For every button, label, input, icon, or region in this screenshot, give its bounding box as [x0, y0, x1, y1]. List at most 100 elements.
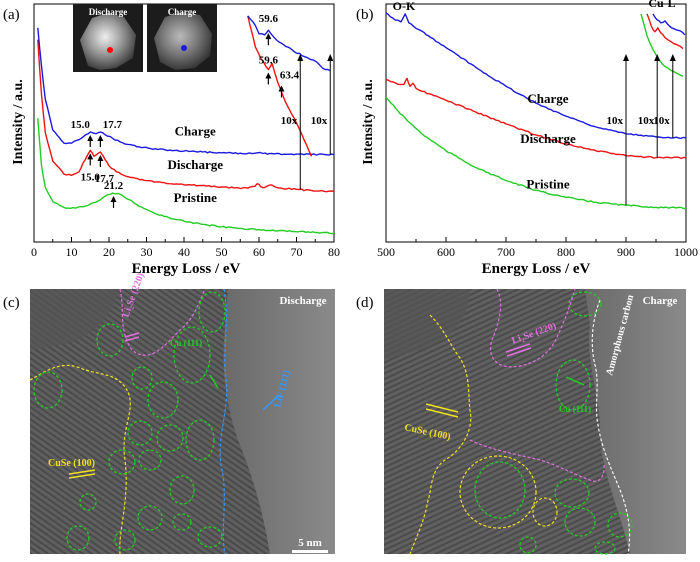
scale-bar-label-c: 5 nm	[298, 537, 322, 549]
magnify-label-a: 10x	[311, 115, 328, 127]
series-line-a-charge	[37, 27, 335, 156]
panel-a: (a) 0 10 20 30 40 50 60 70 80 Charge Discharge Pri…	[3, 3, 340, 277]
cu-particles-c	[33, 291, 226, 551]
magnify-label-b: 10x	[653, 115, 670, 127]
peak-label-a: 63.4	[280, 70, 300, 82]
panel-title-d: Charge	[643, 295, 678, 307]
curve-label-a: Pristine	[174, 190, 218, 205]
label-cuse-c: CuSe (100)	[48, 458, 95, 469]
hrtem-image-c	[30, 289, 335, 554]
peak-arrowhead-a	[97, 135, 104, 142]
curve-label-b: Pristine	[526, 176, 570, 191]
panel-label-b: (b)	[356, 7, 374, 23]
peak-arrowhead-a	[265, 72, 272, 79]
label-cu-c: Cu (111)	[170, 338, 202, 348]
li2se-boundary-d	[490, 288, 576, 368]
inset-title-discharge: Discharge	[89, 7, 128, 17]
peak-arrowhead-a	[265, 33, 272, 40]
probe-spot-discharge	[107, 47, 113, 53]
x-tick-label-a: 30	[141, 245, 153, 259]
scale-bar-c	[292, 550, 328, 553]
y-axis-label-b: Intensity / a.u.	[361, 79, 376, 165]
probe-spot-charge	[181, 45, 187, 51]
curve-label-b: Charge	[527, 91, 568, 106]
x-tick-label-b: 500	[377, 245, 395, 259]
x-ticks-b: 500 600 700 800 900 1000	[377, 237, 698, 259]
x-ticks-a: 0 10 20 30 40 50 60 70 80	[31, 237, 340, 259]
peak-arrowhead-a	[87, 153, 94, 160]
panel-label-a: (a)	[3, 7, 20, 23]
peak-label-a: 17.7	[103, 119, 123, 131]
x-tick-label-a: 10	[66, 245, 78, 259]
magnify-label-b: 10x	[638, 115, 655, 127]
x-axis-label-a: Energy Loss / eV	[132, 261, 241, 277]
hrtem-image-d	[384, 289, 686, 554]
panel-title-c: Discharge	[279, 295, 326, 307]
li2se-boundary-c	[119, 288, 206, 356]
panel-c: (c)	[3, 271, 335, 555]
magnify-arrowhead-a	[297, 54, 304, 61]
x-tick-label-b: 800	[557, 245, 575, 259]
x-axis-label-b: Energy Loss / eV	[482, 261, 591, 277]
magnify-label-b: 10x	[607, 115, 624, 127]
cuse-particles-d	[459, 455, 558, 529]
peak-arrowhead-a	[97, 155, 104, 162]
magnify-arrowhead-b	[623, 54, 629, 61]
x-tick-label-a: 80	[328, 245, 340, 259]
magnify-arrowhead-b	[669, 54, 676, 61]
lattice-markers-d	[425, 343, 585, 418]
peak-label-a: 21.2	[104, 180, 124, 192]
peak-label-a: 59.6	[259, 54, 279, 66]
curve-label-b: Discharge	[520, 131, 576, 146]
series-line-b-discharge	[385, 77, 687, 160]
series-line-b-pristine	[385, 96, 687, 210]
panel-label-c: (c)	[3, 295, 20, 311]
stem-inset-discharge: Discharge	[73, 4, 143, 72]
series-line-a-pristine	[37, 118, 335, 235]
cuse-boundary-d	[409, 314, 472, 555]
x-tick-label-a: 70	[291, 245, 303, 259]
series-group-b: Charge Discharge Pristine	[385, 12, 687, 210]
x-tick-label-b: 1000	[674, 245, 698, 259]
inset-title-charge: Charge	[168, 7, 197, 17]
series-line-b-charge	[385, 12, 687, 140]
x-tick-label-a: 0	[31, 245, 37, 259]
peak-label-a: 15.0	[81, 171, 101, 183]
series-line-a-charge	[247, 15, 331, 72]
series-line-b-charge	[652, 13, 686, 36]
lattice-markers-c	[68, 332, 279, 479]
peak-arrowhead-a	[110, 195, 117, 202]
lif-boundary-c	[219, 288, 228, 555]
peak-label-a: 15.0	[71, 119, 91, 131]
cu-particles-d	[474, 291, 633, 555]
panel-b: (b) 500 600 700 800 900 1000 Charge Discharge P…	[356, 0, 698, 277]
x-tick-label-b: 900	[617, 245, 635, 259]
magnify-arrowhead-b	[654, 54, 661, 61]
series-line-a-discharge	[37, 39, 335, 193]
panel-d: (d) Li₂Se	[356, 288, 686, 555]
panel-label-d: (d)	[356, 295, 374, 311]
series-line-a-discharge	[247, 15, 313, 157]
edge-label-b: Cu-L	[648, 0, 675, 10]
x-tick-label-a: 60	[253, 245, 265, 259]
y-axis-label-a: Intensity / a.u.	[11, 79, 26, 165]
curve-label-a: Charge	[175, 124, 216, 139]
peak-label-a: 17.7	[95, 173, 115, 185]
series-line-b-pristine	[640, 13, 684, 78]
curve-label-a: Discharge	[167, 157, 223, 172]
magnify-label-a: 10x	[281, 115, 298, 127]
label-cu-d: Cu (111)	[559, 404, 591, 414]
magnify-arrowhead-a	[327, 54, 334, 61]
x-tick-label-b: 600	[437, 245, 455, 259]
edge-label-b: O-K	[393, 0, 416, 13]
x-tick-label-a: 50	[216, 245, 228, 259]
x-tick-label-b: 700	[497, 245, 515, 259]
peak-arrowhead-a	[278, 85, 285, 92]
x-tick-label-a: 20	[103, 245, 115, 259]
x-tick-label-a: 40	[178, 245, 190, 259]
series-line-b-discharge	[646, 13, 684, 50]
peak-arrowhead-a	[87, 135, 94, 142]
